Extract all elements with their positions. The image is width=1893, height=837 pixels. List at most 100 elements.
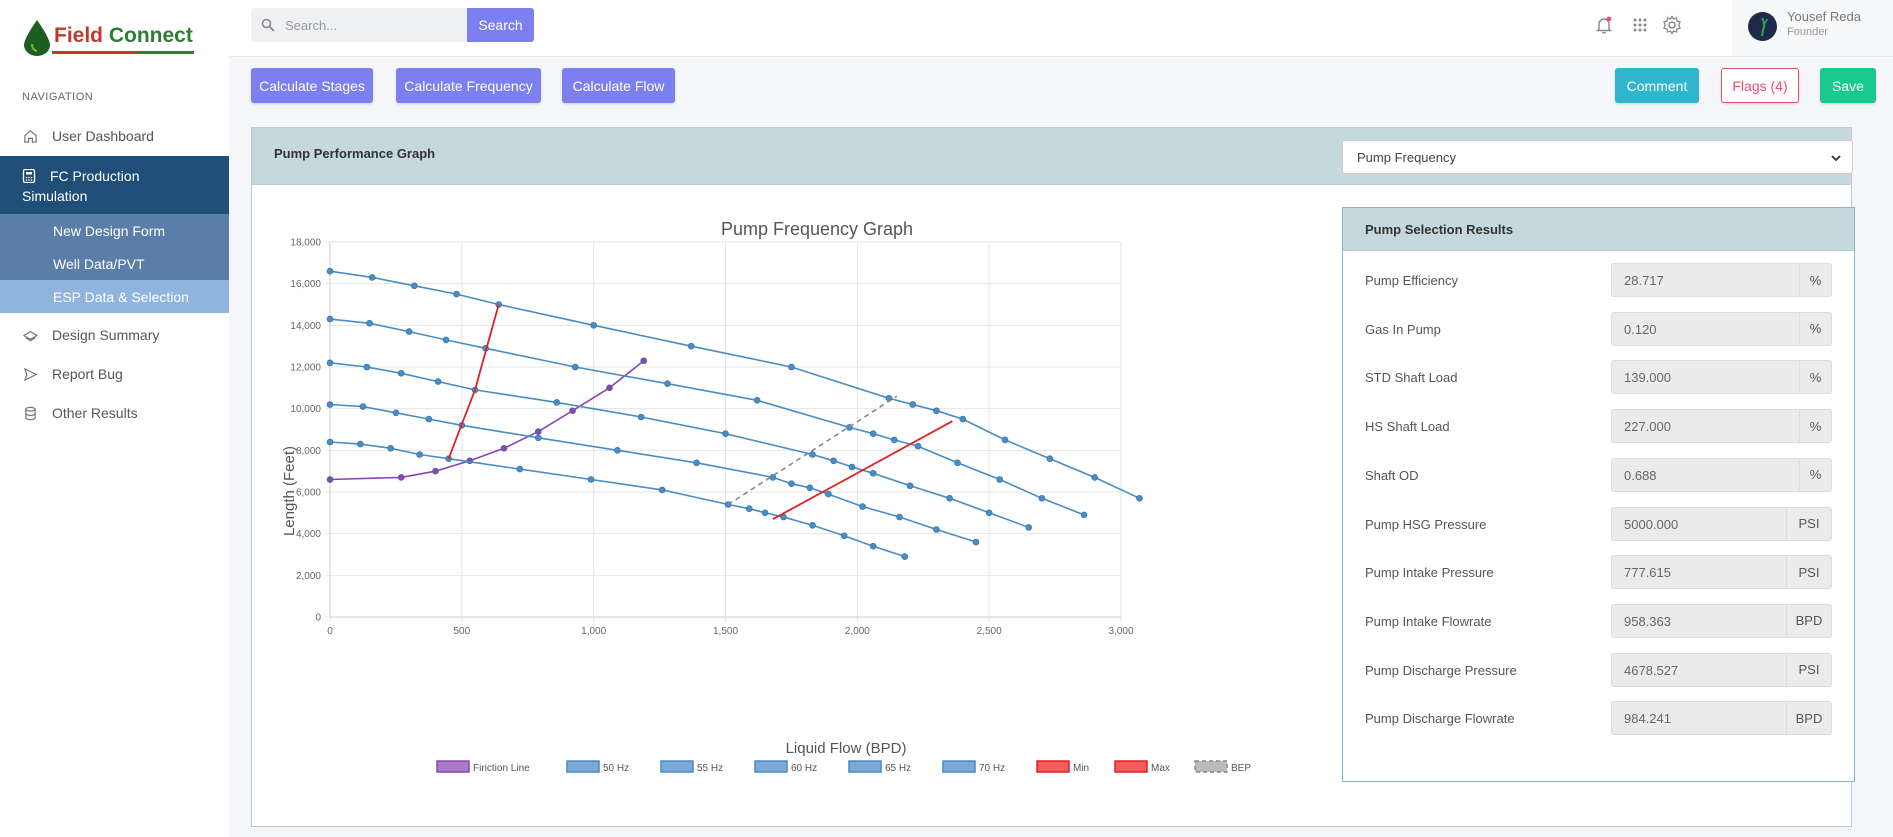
series-point-0 — [640, 357, 648, 365]
apps-grid-icon[interactable] — [1629, 14, 1651, 36]
series-point-0 — [569, 407, 576, 415]
select-value: Pump Frequency — [1357, 150, 1456, 165]
result-value-field: 227.000 — [1611, 409, 1799, 444]
field-connect-logo[interactable]: Field Connect — [24, 16, 204, 62]
chart-xlabel: Liquid Flow (BPD) — [786, 740, 907, 757]
result-unit: BPD — [1786, 603, 1832, 638]
card-title: Pump Performance Graph — [274, 146, 436, 161]
series-point-1 — [357, 440, 364, 448]
series-point-1 — [840, 532, 848, 540]
legend-swatch — [566, 760, 600, 773]
y-tick-label: 10,000 — [290, 404, 321, 415]
pump-frequency-chart: Pump Frequency Graph Liquid Flow (BPD) L… — [281, 219, 1251, 774]
series-point-5 — [411, 282, 418, 290]
sidebar-item-other-results[interactable]: Other Results — [0, 395, 229, 431]
sidebar-item-user-dashboard[interactable]: User Dashboard — [0, 118, 229, 154]
sidebar-item-design-summary[interactable]: Design Summary — [0, 317, 229, 353]
result-unit: % — [1799, 457, 1832, 492]
sidebar-item-fc-production-simulation[interactable]: FC Production Simulation — [0, 156, 229, 214]
sidebar-item-label: User Dashboard — [52, 128, 154, 144]
save-button[interactable]: Save — [1820, 68, 1876, 103]
logo-wordmark: Field Connect — [54, 24, 193, 47]
calculate-flow-button[interactable]: Calculate Flow — [562, 68, 675, 103]
series-point-4 — [753, 397, 761, 404]
user-menu[interactable]: Yousef Reda Founder — [1732, 0, 1893, 56]
result-row: HS Shaft Load 227.000% — [1343, 409, 1854, 444]
series-point-2 — [534, 434, 542, 442]
legend-swatch — [660, 760, 694, 773]
series-point-2 — [933, 526, 940, 533]
series-point-5 — [1091, 474, 1098, 481]
series-point-1 — [516, 465, 524, 473]
notification-bell-icon[interactable] — [1593, 14, 1615, 36]
series-point-5 — [453, 290, 460, 298]
graph-type-select[interactable]: Pump Frequency — [1342, 140, 1853, 174]
chevron-down-icon — [1831, 155, 1841, 162]
sidebar-subitem-new-design-form[interactable]: New Design Form — [0, 214, 229, 247]
y-tick-label: 4,000 — [296, 529, 321, 540]
series-point-1 — [901, 553, 909, 560]
result-label: Pump Efficiency — [1365, 273, 1458, 288]
search-placeholder: Search... — [285, 17, 338, 33]
sidebar-item-label-line2: Simulation — [22, 188, 88, 204]
result-row: Gas In Pump 0.120% — [1343, 311, 1854, 346]
result-label: Pump Intake Flowrate — [1365, 613, 1492, 629]
home-icon — [22, 128, 38, 144]
series-point-2 — [972, 538, 980, 546]
result-row: Pump Efficiency 28.717% — [1343, 263, 1854, 297]
series-point-1 — [809, 522, 816, 529]
sidebar-item-label: Other Results — [52, 405, 138, 421]
series-point-3 — [434, 378, 442, 385]
series-point-2 — [896, 513, 903, 521]
result-value-field: 984.241 — [1611, 701, 1786, 736]
series-point-4 — [1038, 494, 1046, 502]
y-tick-label: 0 — [315, 613, 321, 624]
result-label: STD Shaft Load — [1365, 370, 1458, 386]
card-header: Pump Performance Graph Pump Frequency — [252, 128, 1853, 185]
result-unit: % — [1799, 409, 1832, 444]
series-point-3 — [553, 399, 561, 406]
series-point-2 — [392, 409, 400, 417]
flags-button[interactable]: Flags (4) — [1721, 68, 1799, 103]
sidebar-subitem-esp-data-selection[interactable]: ESP Data & Selection — [0, 280, 229, 313]
result-value-field: 28.717 — [1611, 263, 1799, 297]
series-point-3 — [397, 369, 405, 377]
series-line-2 — [329, 403, 977, 543]
series-line-0 — [329, 360, 645, 481]
series-point-4 — [405, 328, 413, 335]
comment-button[interactable]: Comment — [1615, 68, 1699, 103]
series-point-3 — [637, 413, 645, 421]
avatar — [1748, 12, 1777, 41]
y-tick-label: 12,000 — [290, 363, 321, 374]
series-point-4 — [664, 380, 671, 387]
search-button[interactable]: Search — [467, 8, 534, 42]
x-tick-label: 500 — [453, 626, 470, 637]
nav-title: NAVIGATION — [22, 91, 94, 103]
y-tick-label: 16,000 — [290, 279, 321, 290]
result-unit: PSI — [1786, 652, 1832, 687]
series-point-1 — [761, 509, 769, 517]
series-point-3 — [722, 430, 729, 437]
sidebar-item-label: Design Summary — [52, 327, 160, 343]
legend-label: BEP — [1231, 763, 1251, 774]
calculate-frequency-button[interactable]: Calculate Frequency — [396, 68, 541, 103]
series-point-5 — [326, 267, 334, 275]
x-tick-label: 2,500 — [977, 626, 1002, 637]
search-input[interactable]: Search... — [251, 8, 467, 42]
calculate-stages-button[interactable]: Calculate Stages — [251, 68, 373, 103]
series-point-2 — [425, 415, 433, 423]
legend-swatch — [1036, 760, 1070, 773]
chart-title: Pump Frequency Graph — [721, 219, 913, 239]
series-point-5 — [1136, 494, 1143, 502]
series-point-5 — [933, 407, 940, 415]
series-point-5 — [909, 401, 917, 408]
series-point-4 — [869, 430, 877, 437]
series-point-3 — [906, 482, 914, 490]
x-tick-label: 0 — [327, 626, 333, 637]
sidebar-subitem-well-data-pvt[interactable]: Well Data/PVT — [0, 247, 229, 280]
result-row: STD Shaft Load 139.000% — [1343, 360, 1854, 395]
series-point-1 — [658, 486, 666, 494]
series-point-1 — [869, 542, 877, 550]
gear-icon[interactable] — [1661, 14, 1683, 36]
sidebar-item-report-bug[interactable]: Report Bug — [0, 356, 229, 392]
